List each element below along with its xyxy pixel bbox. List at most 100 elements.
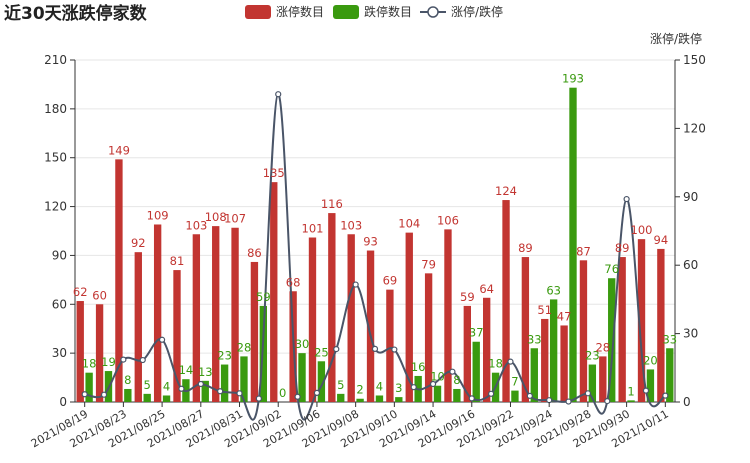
data-label-down-23: 33 [527,332,542,346]
data-label-up-18: 79 [421,257,436,271]
bar-up-27 [599,356,607,402]
ratio-point-20 [468,395,475,402]
data-label-down-22: 7 [511,375,518,389]
ratio-point-13 [333,346,340,353]
bar-up-24 [541,318,549,402]
data-label-up-12: 101 [302,222,324,236]
y-right-axis-title: 涨停/跌停 [650,31,702,46]
bar-up-30 [657,248,665,402]
ratio-point-26 [584,390,592,397]
data-label-down-6: 13 [198,365,213,379]
bar-down-14 [356,398,364,402]
bar-down-3 [143,393,151,402]
data-label-down-7: 23 [217,349,232,363]
bar-down-11 [298,353,306,402]
ratio-point-30 [662,392,669,399]
bar-up-9 [250,261,259,402]
legend-item-ratio[interactable]: 涨停/跌停 [420,4,503,19]
data-label-down-19: 8 [453,373,460,387]
y-left-tick-120: 120 [44,200,67,214]
bar-down-29 [646,369,655,402]
bar-up-18 [424,273,433,402]
data-label-up-1: 60 [92,288,107,302]
data-label-down-9: 59 [256,290,271,304]
y-left-tick-60: 60 [52,297,67,311]
data-label-up-15: 93 [363,235,378,249]
bar-down-6 [201,380,209,402]
ratio-point-21 [488,390,495,397]
bar-down-0 [85,372,93,402]
ratio-line [81,91,669,421]
data-label-down-16: 3 [395,381,402,395]
data-label-up-21: 64 [479,282,494,296]
bar-up-4 [153,224,162,402]
bar-up-6 [192,234,201,402]
ratio-point-16 [391,346,398,353]
y-right-tick-30: 30 [683,327,698,341]
bar-up-3 [134,252,142,402]
y-right-tick-90: 90 [683,190,698,204]
data-label-up-19: 106 [437,213,459,227]
bar-down-23 [530,348,538,402]
bar-up-29 [637,239,646,402]
data-label-down-17: 16 [411,360,426,374]
y-right-tick-120: 120 [683,121,706,135]
ratio-point-12 [313,389,321,396]
data-label-up-27: 28 [595,340,610,354]
bar-down-22 [511,390,519,402]
bars [76,87,674,402]
bar-up-19 [444,229,452,402]
legend-label-down: 跌停数目 [364,4,412,19]
data-label-down-4: 4 [163,379,170,393]
data-label-down-27: 76 [604,262,619,276]
y-left-tick-0: 0 [59,395,67,409]
data-label-up-22: 124 [495,184,517,198]
y-right-tick-150: 150 [683,53,706,67]
ratio-point-23 [526,392,533,399]
legend-swatch-down [333,5,359,19]
data-label-down-30: 33 [662,332,677,346]
data-label-down-0: 18 [82,357,97,371]
bar-up-15 [366,250,375,402]
legend-item-down[interactable]: 跌停数目 [333,4,412,19]
ratio-point-27 [604,397,611,405]
data-label-up-3: 92 [131,236,146,250]
bar-down-30 [666,348,674,402]
legend-item-up[interactable]: 涨停数目 [245,4,324,19]
legend-swatch-up [245,5,271,19]
bar-up-2 [115,159,123,402]
ratio-point-11 [294,393,301,400]
bar-down-12 [317,361,326,402]
bar-up-14 [347,234,355,402]
legend-label-up: 涨停数目 [276,4,324,19]
ratio-point-8 [236,390,243,397]
bar-down-2 [124,388,132,402]
bar-down-9 [259,305,267,402]
data-labels: 6218601914989251094811410313108231072886… [73,72,677,400]
bar-down-19 [453,388,461,402]
data-label-up-6: 103 [185,218,207,232]
data-label-up-7: 108 [205,210,227,224]
data-label-down-26: 23 [585,349,600,363]
y-left-tick-180: 180 [44,102,67,116]
data-label-down-2: 8 [124,373,131,387]
legend[interactable]: 涨停数目 跌停数目 涨停/跌停 [245,4,503,19]
ratio-point-24 [546,397,553,404]
ratio-point-1 [100,391,108,398]
data-label-down-12: 25 [314,345,329,359]
ratio-point-15 [371,345,379,352]
bar-up-13 [328,213,336,402]
data-label-up-13: 116 [321,197,343,211]
bar-down-24 [549,299,558,402]
bar-up-10 [270,182,278,402]
bar-down-27 [608,278,616,402]
bar-down-25 [569,87,577,402]
data-label-up-26: 87 [576,244,591,258]
y-right-tick-0: 0 [683,395,691,409]
data-label-down-11: 30 [295,337,310,351]
data-label-down-29: 20 [643,353,658,367]
y-left-tick-90: 90 [52,248,67,262]
data-label-up-9: 86 [247,246,262,260]
